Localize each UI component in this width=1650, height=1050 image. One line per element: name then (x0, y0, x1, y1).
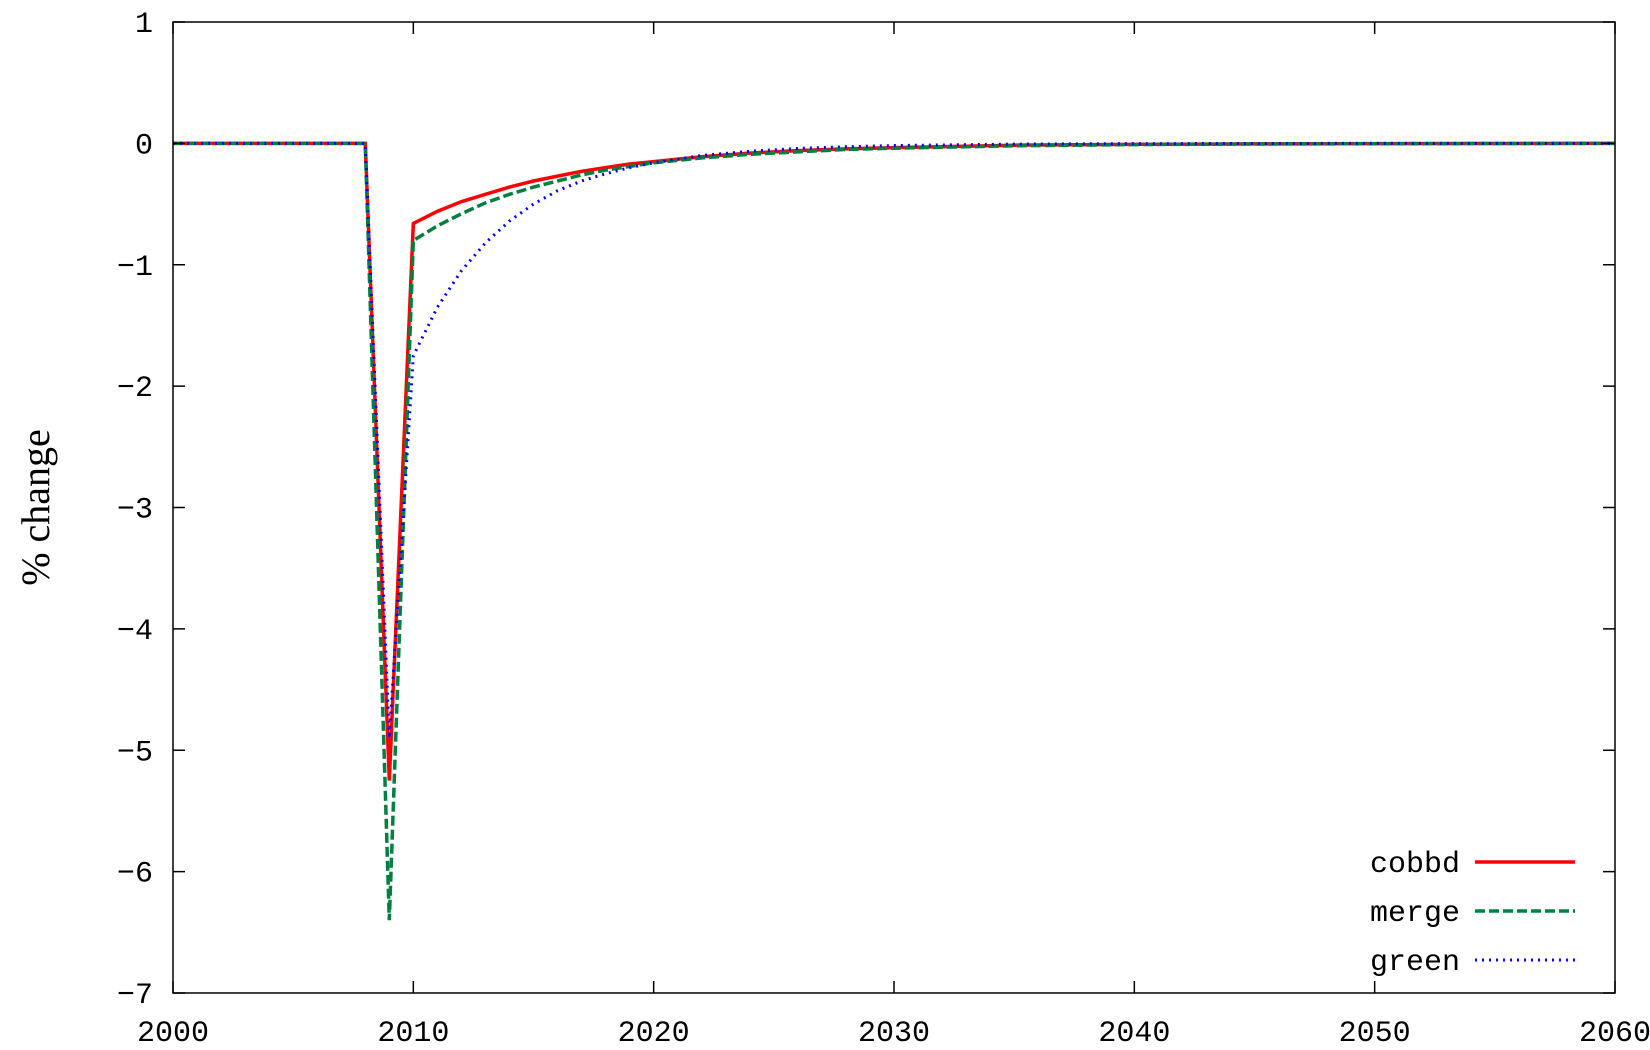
x-tick-label: 2020 (618, 1017, 690, 1050)
y-tick-label: −3 (117, 494, 153, 528)
x-tick-label: 2010 (377, 1017, 449, 1050)
series-line-cobbd (173, 141, 1616, 781)
series-line-green (173, 141, 1615, 739)
y-tick-label: −6 (117, 858, 153, 892)
legend: cobbd merge green (1370, 848, 1575, 980)
y-tick-label: −7 (117, 979, 153, 1013)
x-tick-label: 2030 (858, 1017, 930, 1050)
series-line-merge (173, 141, 1616, 921)
y-tick-label: 1 (135, 8, 153, 42)
y-axis-title: % change (13, 429, 58, 586)
series-layer (173, 141, 1616, 921)
x-tick-label: 2000 (137, 1017, 209, 1050)
x-tick-label: 2050 (1339, 1017, 1411, 1050)
y-tick-label: 0 (135, 129, 153, 163)
ticks-layer: 2000 2010 2020 2030 2040 2050 2060 1 0 −1 −2 −3 −4 −5… (117, 8, 1650, 1050)
x-tick-label: 2060 (1579, 1017, 1650, 1050)
x-tick-label: 2040 (1098, 1017, 1170, 1050)
y-tick-label: −5 (117, 736, 153, 770)
legend-label-merge: merge (1370, 897, 1460, 931)
y-tick-label: −1 (117, 251, 153, 285)
legend-label-cobbd: cobbd (1370, 848, 1460, 882)
legend-label-green: green (1370, 946, 1460, 980)
y-tick-label: −4 (117, 615, 153, 649)
y-tick-label: −2 (117, 372, 153, 406)
